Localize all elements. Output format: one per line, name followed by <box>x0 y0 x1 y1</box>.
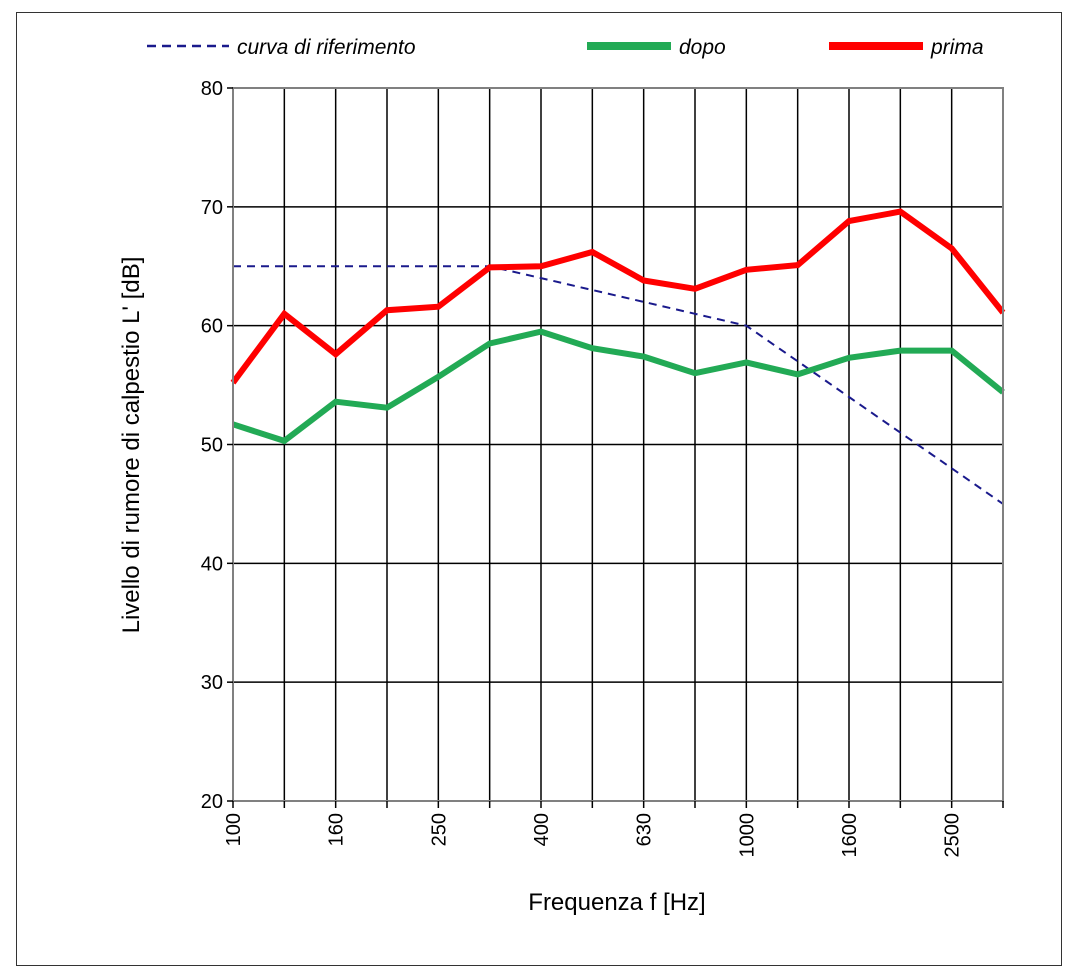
x-tick-label: 1000 <box>736 813 758 858</box>
x-axis-title: Frequenza f [Hz] <box>528 889 705 916</box>
y-tick-label: 30 <box>201 672 223 694</box>
line-chart: curva di riferimento dopo prima 20 30 40 50 60… <box>118 36 1006 916</box>
x-axis-ticks: 100 160 250 400 630 1000 1600 2500 <box>223 801 1004 858</box>
series-group <box>230 208 1006 505</box>
y-tick-label: 80 <box>201 78 223 100</box>
x-tick-label: 630 <box>634 813 656 846</box>
y-axis-title: Livello di rumore di calpestio L' [dB] <box>118 257 145 634</box>
series-line-curva-di-riferimento <box>233 265 1004 505</box>
series-line-dopo <box>232 328 1005 445</box>
y-axis-ticks: 20 30 40 50 60 70 80 <box>201 78 233 813</box>
legend: curva di riferimento dopo prima <box>147 36 984 59</box>
y-tick-label: 70 <box>201 197 223 219</box>
x-tick-label: 2500 <box>942 813 964 858</box>
x-tick-label: 100 <box>223 813 245 846</box>
y-tick-label: 50 <box>201 435 223 457</box>
legend-label: curva di riferimento <box>237 36 416 59</box>
legend-label: dopo <box>679 36 726 59</box>
grid <box>232 87 1004 802</box>
series-line-prima <box>230 208 1006 385</box>
y-tick-label: 60 <box>201 316 223 338</box>
x-tick-label: 250 <box>428 813 450 846</box>
legend-label: prima <box>930 36 984 59</box>
chart-frame: curva di riferimento dopo prima 20 30 40 50 60… <box>16 12 1062 966</box>
x-tick-label: 160 <box>326 813 348 846</box>
x-tick-label: 400 <box>531 813 553 846</box>
x-tick-label: 1600 <box>839 813 861 858</box>
y-tick-label: 40 <box>201 553 223 575</box>
y-tick-label: 20 <box>201 791 223 813</box>
